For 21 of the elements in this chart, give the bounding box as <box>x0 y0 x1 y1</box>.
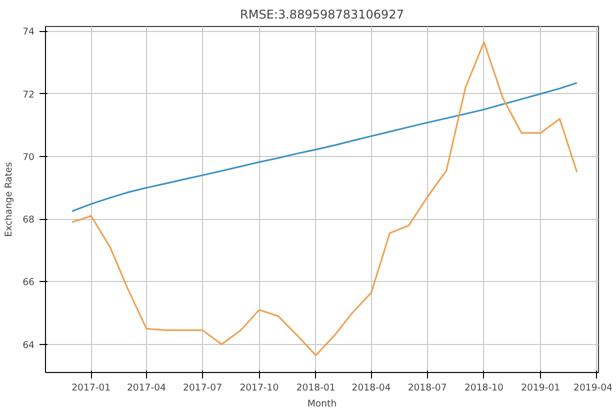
y-tick-label: 64 <box>22 340 35 351</box>
x-tick-label: 2018-07 <box>408 382 447 394</box>
chart-title: RMSE:3.889598783106927 <box>240 8 404 22</box>
x-tick-label: 2019-01 <box>521 382 560 394</box>
x-tick-label: 2019-04 <box>574 382 613 394</box>
y-tick-label: 66 <box>22 277 35 288</box>
x-tick-label: 2017-07 <box>183 382 222 394</box>
x-tick-label: 2017-10 <box>240 382 279 394</box>
x-tick-label: 2018-10 <box>464 382 504 394</box>
x-tick-label: 2017-04 <box>127 382 166 394</box>
x-tick-label: 2018-04 <box>352 382 391 394</box>
y-tick-label: 70 <box>22 152 35 163</box>
line-series <box>71 82 578 212</box>
y-tick-label: 72 <box>22 89 35 100</box>
y-tick-label: 68 <box>22 214 35 226</box>
y-axis-title: Exchange Rates <box>4 162 15 237</box>
line-series <box>71 41 578 356</box>
y-tick-label: 74 <box>22 26 35 38</box>
x-tick-label: 2017-01 <box>72 382 111 394</box>
x-tick-label: 2018-01 <box>296 382 336 394</box>
x-axis-title: Month <box>307 398 337 410</box>
